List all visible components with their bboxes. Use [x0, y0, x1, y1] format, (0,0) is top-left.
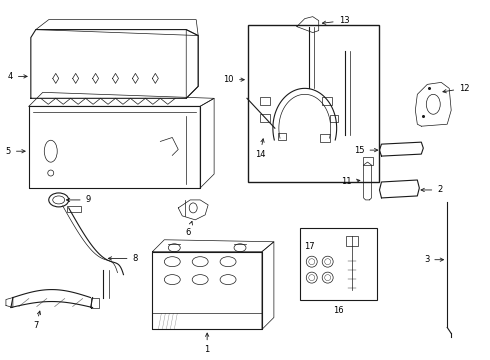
Text: 1: 1: [204, 333, 210, 354]
Bar: [322, 97, 332, 105]
Bar: [319, 134, 330, 142]
Text: 17: 17: [304, 242, 315, 251]
Text: 16: 16: [333, 306, 344, 315]
Bar: [67, 206, 81, 212]
Text: 12: 12: [443, 84, 470, 93]
Bar: [345, 236, 358, 246]
Bar: [330, 115, 338, 122]
Bar: [278, 133, 286, 140]
Text: 8: 8: [108, 254, 138, 263]
Bar: [260, 114, 270, 122]
Text: 11: 11: [341, 177, 360, 186]
Text: 13: 13: [322, 16, 349, 25]
Bar: [260, 97, 270, 105]
Text: 2: 2: [421, 185, 442, 194]
Text: 9: 9: [67, 195, 91, 204]
Bar: [363, 157, 372, 165]
Text: 10: 10: [223, 75, 245, 84]
Text: 4: 4: [8, 72, 27, 81]
Text: 5: 5: [6, 147, 25, 156]
Text: 6: 6: [186, 221, 193, 237]
Text: 15: 15: [354, 145, 378, 154]
Bar: [300, 228, 377, 300]
Text: 3: 3: [424, 255, 443, 264]
Text: 14: 14: [255, 139, 265, 159]
Text: 7: 7: [33, 311, 41, 330]
Bar: [248, 24, 379, 182]
